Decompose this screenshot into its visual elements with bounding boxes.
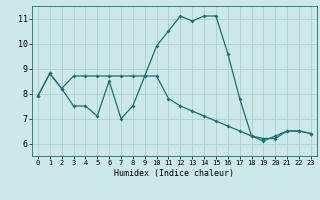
X-axis label: Humidex (Indice chaleur): Humidex (Indice chaleur) [115, 169, 234, 178]
